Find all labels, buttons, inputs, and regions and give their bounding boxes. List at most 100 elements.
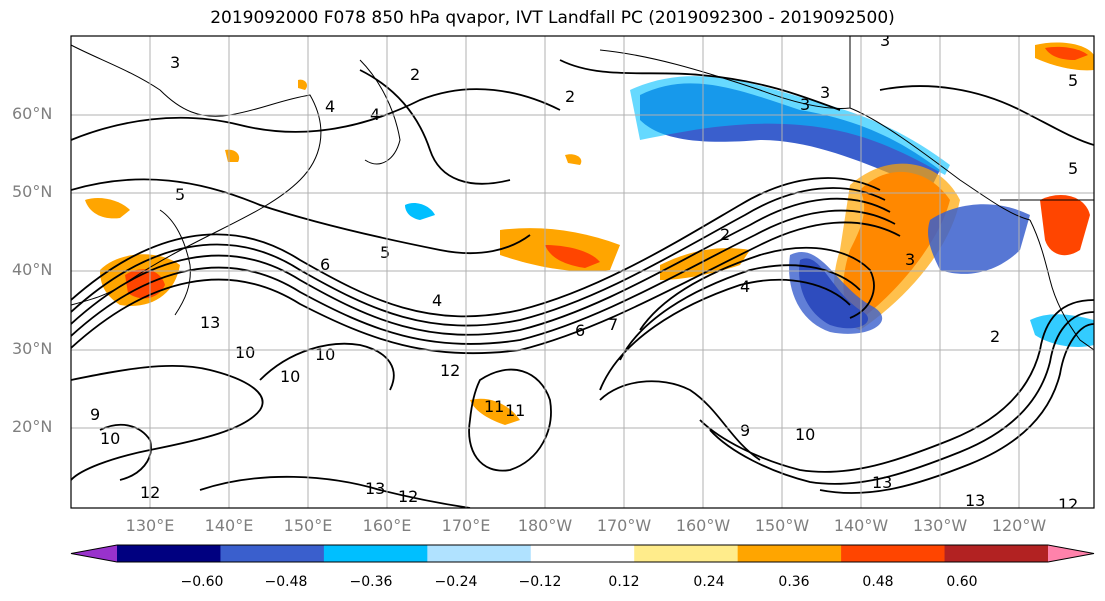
colorbar-tick-label: 0.12 [608,574,640,590]
colorbar-tick-label: −0.60 [180,574,224,590]
contour-line [468,368,552,472]
contour-line [599,380,761,461]
lon-label: 140°E [204,516,254,535]
contour-label: 2 [410,65,420,84]
border-canada [849,36,1094,201]
contour-label: 3 [820,83,830,102]
colorbar-tick-label: 0.60 [946,574,978,590]
contour-line [71,187,886,327]
shade-red-dateline [545,245,600,268]
contour-line [879,85,1094,146]
colorbar-extend-high [1048,545,1094,562]
lon-label: 140°W [833,516,889,535]
colorbar-segment [737,545,842,562]
coastline-northamerica [1029,219,1094,351]
contour-label: 10 [235,343,255,362]
map-title: 2019092000 F078 850 hPa qvapor, IVT Land… [210,8,895,28]
lon-label: 160°E [362,516,412,535]
contour-label: 5 [1068,159,1078,178]
colorbar-extend-low [71,545,117,562]
contour-label: 10 [795,425,815,444]
contour-label: 3 [170,53,180,72]
lat-label: 40°N [12,260,53,279]
contour-label: 10 [100,429,120,448]
colorbar-tick-label: 0.36 [778,574,810,590]
contour-label: 3 [880,31,890,50]
contour-label: 10 [280,367,300,386]
shade-orange-south [470,398,520,425]
shade-orange-gulf [834,163,960,330]
contour-label: 13 [200,313,220,332]
contour-label: 2 [565,87,575,106]
colorbar-tick-label: −0.24 [434,574,478,590]
colorbar-tick-label: −0.36 [349,574,393,590]
contour-label: 12 [440,361,460,380]
lat-label: 60°N [12,104,53,123]
shade-red-coast [1040,195,1090,256]
lon-label: 150°W [754,516,810,535]
contour-line [599,278,851,391]
shading-layer [85,42,1094,425]
map-frame [70,35,1095,509]
coastline-alaska-south [849,107,1031,221]
colorbar-segment [427,545,532,562]
gridlines [71,36,1094,508]
colorbar-tick-label: −0.48 [264,574,308,590]
coastline-layer [71,36,1094,351]
lon-label: 170°W [596,516,652,535]
contour-label: 5 [380,243,390,262]
contour-label: 4 [740,277,750,296]
contour-label: 4 [432,291,442,310]
contour-label: 13 [365,479,385,498]
colorbar-segment [117,545,221,562]
contour-label: 13 [872,473,892,492]
colorbar-tick-label: 0.24 [693,574,725,590]
colorbar-segment [944,545,1049,562]
lon-label: 130°W [912,516,968,535]
shade-red-topright [1045,46,1088,60]
contour-label: 7 [608,315,618,334]
shade-orange-small-b [298,79,308,90]
contour-label: 3 [800,95,810,114]
contour-line [71,178,531,255]
shade-blue-coast [928,204,1030,274]
contour-label: 5 [175,185,185,204]
lat-label: 20°N [12,417,53,436]
contour-line [259,342,395,391]
coastline-asia [71,44,322,306]
contour-line [71,221,901,355]
colorbar-segment [634,545,739,562]
lat-label: 30°N [12,339,53,358]
shade-lightblue-alaska [630,76,950,175]
contour-label: 2 [720,225,730,244]
lon-label: 160°W [675,516,731,535]
contour-label: 13 [965,491,985,510]
contour-line [71,88,561,141]
contour-layer [71,59,1094,508]
contour-line [199,475,471,508]
contour-label-layer: 3 4 4 2 2 5 5 6 4 3 2 5 3 6 3 7 9 10 12 … [90,31,1078,514]
contour-line [71,209,896,345]
coastline-kamchatka [359,59,401,165]
shade-orange-small-a [225,149,240,162]
shade-lightblue-small [405,203,435,220]
contour-label: 10 [315,345,335,364]
contour-label: 5 [1068,71,1078,90]
shade-orange-small-c [565,154,582,165]
contour-label: 6 [320,255,330,274]
contour-label: 12 [1058,495,1078,514]
contour-line [559,59,841,111]
contour-line [71,177,881,318]
contour-line [709,311,1094,485]
contour-label: 11 [484,397,504,416]
contour-label: 2 [990,327,1000,346]
lon-label: 120°W [991,516,1047,535]
colorbar-tick-label: −0.12 [518,574,562,590]
coastline-alaska [599,36,851,109]
contour-label: 3 [905,250,915,269]
lon-label: 180°W [517,516,573,535]
contour-label: 9 [90,405,100,424]
contour-line [699,299,1094,473]
lon-label: 150°E [283,516,333,535]
